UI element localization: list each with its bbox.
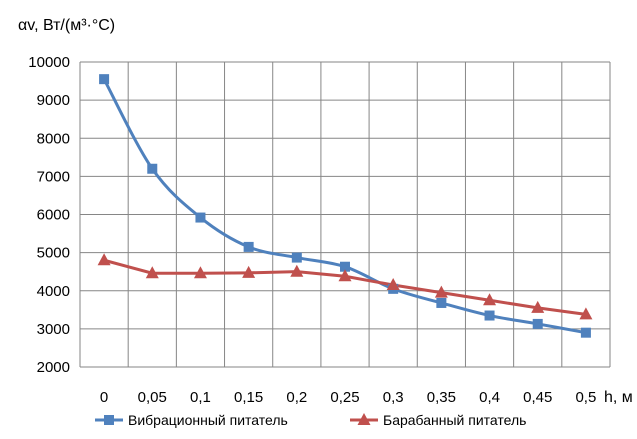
data-point-square	[243, 241, 254, 252]
series-markers	[97, 74, 593, 338]
y-tick-label: 8000	[37, 130, 70, 147]
data-point-triangle	[193, 266, 207, 279]
y-tick-label: 6000	[37, 207, 70, 224]
x-tick-label: 0,25	[330, 389, 359, 406]
y-tick-label: 5000	[37, 245, 70, 262]
x-tick-label: 0,1	[190, 389, 211, 406]
legend: Вибрационный питатель Барабанный питатель	[95, 412, 526, 428]
series-line-1	[102, 78, 587, 335]
data-point-square	[195, 212, 206, 223]
x-tick-label: 0,35	[427, 389, 456, 406]
legend-marker-square	[104, 415, 114, 425]
x-tick-label: 0,2	[286, 389, 307, 406]
y-tick-label: 10000	[28, 54, 70, 71]
data-point-square	[580, 327, 591, 338]
x-axis-label: h, м	[604, 389, 633, 406]
data-point-square	[532, 318, 543, 329]
data-point-triangle	[483, 293, 497, 306]
x-tick-label: 0,4	[479, 389, 500, 406]
data-point-triangle	[290, 264, 304, 277]
y-tick-label: 7000	[37, 168, 70, 185]
y-tick-label: 4000	[37, 283, 70, 300]
data-point-triangle	[531, 300, 545, 313]
data-point-square	[436, 297, 447, 308]
data-point-triangle	[145, 266, 159, 279]
data-point-square	[484, 310, 495, 321]
y-tick-label: 9000	[37, 92, 70, 109]
y-tick-label: 3000	[37, 321, 70, 338]
x-tick-labels: 0 0,05 0,1 0,15 0,2 0,25 0,3 0,35 0,4 0,45 0,5	[100, 389, 596, 406]
data-point-triangle	[97, 253, 111, 266]
legend-label-2: Барабанный питатель	[383, 412, 526, 428]
data-point-square	[99, 74, 110, 85]
data-point-triangle	[242, 265, 256, 278]
data-point-square	[340, 261, 350, 272]
x-tick-label: 0,45	[523, 389, 552, 406]
x-tick-label: 0,15	[234, 389, 263, 406]
legend-marker-triangle	[357, 413, 371, 425]
y-axis-label: αv, Вт/(м³·°С)	[18, 17, 115, 34]
y-tick-label: 2000	[37, 359, 70, 376]
grid	[79, 61, 611, 368]
data-point-triangle	[386, 278, 400, 291]
x-tick-label: 0	[100, 389, 108, 406]
data-point-square	[291, 252, 302, 263]
x-tick-label: 0,05	[138, 389, 167, 406]
y-tick-labels: 2000 3000 4000 5000 6000 7000 8000 9000 10000	[28, 54, 70, 376]
data-point-triangle	[579, 307, 593, 320]
x-tick-label: 0,3	[383, 389, 404, 406]
data-point-triangle	[338, 269, 352, 282]
x-tick-label: 0,5	[575, 389, 596, 406]
legend-label-1: Вибрационный питатель	[128, 412, 288, 428]
data-point-square	[147, 163, 158, 174]
data-point-triangle	[434, 285, 448, 298]
